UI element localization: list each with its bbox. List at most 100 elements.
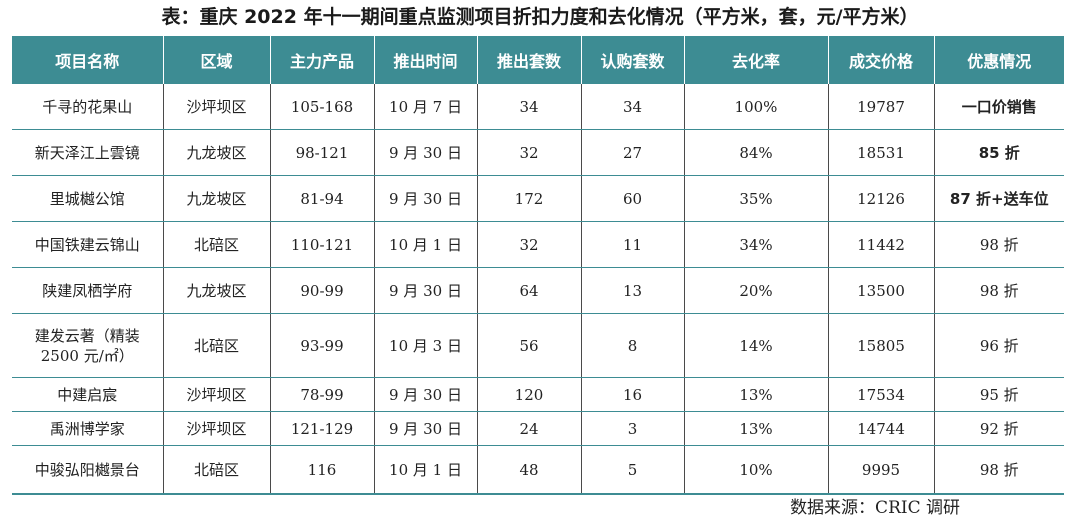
table-row: 新天泽江上雲镜 九龙坡区 98-121 9 月 30 日 32 27 84% 1…	[12, 129, 1064, 176]
header-cell-launch-date: 推出时间	[373, 36, 478, 84]
cell-price: 11442	[827, 221, 935, 268]
table-title: 表：重庆 2022 年十一期间重点监测项目折扣力度和去化情况（平方米，套，元/平…	[161, 6, 919, 28]
cell-price: 14744	[827, 411, 935, 446]
data-source-note: 数据来源：CRIC 调研	[790, 498, 960, 518]
header-cell-district: 区域	[162, 36, 271, 84]
cell-launched-units: 24	[476, 411, 582, 446]
cell-launch-date: 9 月 30 日	[373, 377, 478, 412]
cell-district: 沙坪坝区	[162, 377, 271, 412]
header-cell-launched-units: 推出套数	[476, 36, 582, 84]
cell-price: 9995	[827, 445, 935, 495]
header-cell-price: 成交价格	[827, 36, 935, 84]
cell-project-name: 千寻的花果山	[12, 84, 164, 130]
header-cell-discount: 优惠情况	[933, 36, 1064, 84]
cell-main-product: 110-121	[269, 221, 375, 268]
table-row: 中建启宸 沙坪坝区 78-99 9 月 30 日 120 16 13% 1753…	[12, 377, 1064, 412]
cell-price: 17534	[827, 377, 935, 412]
cell-discount: 92 折	[933, 411, 1064, 446]
cell-project-name: 中骏弘阳樾景台	[12, 445, 164, 495]
cell-launch-date: 10 月 1 日	[373, 445, 478, 495]
table-row: 建发云著（精装 2500 元/㎡） 北碚区 93-99 10 月 3 日 56 …	[12, 313, 1064, 378]
cell-launched-units: 34	[476, 84, 582, 130]
cell-project-name: 新天泽江上雲镜	[12, 129, 164, 176]
cell-sell-through: 34%	[683, 221, 829, 268]
cell-subscribed-units: 60	[580, 175, 685, 222]
cell-price: 13500	[827, 267, 935, 314]
cell-discount: 98 折	[933, 445, 1064, 495]
cell-district: 北碚区	[162, 313, 271, 378]
cell-discount: 96 折	[933, 313, 1064, 378]
cell-launch-date: 9 月 30 日	[373, 411, 478, 446]
cell-discount: 85 折	[933, 129, 1064, 176]
cell-launch-date: 10 月 3 日	[373, 313, 478, 378]
cell-district: 北碚区	[162, 445, 271, 495]
cell-main-product: 93-99	[269, 313, 375, 378]
cell-sell-through: 13%	[683, 411, 829, 446]
cell-project-name: 建发云著（精装 2500 元/㎡）	[12, 313, 164, 378]
cell-launch-date: 9 月 30 日	[373, 129, 478, 176]
cell-main-product: 90-99	[269, 267, 375, 314]
cell-district: 九龙坡区	[162, 267, 271, 314]
cell-sell-through: 14%	[683, 313, 829, 378]
cell-sell-through: 35%	[683, 175, 829, 222]
table-row: 千寻的花果山 沙坪坝区 105-168 10 月 7 日 34 34 100% …	[12, 84, 1064, 130]
cell-price: 19787	[827, 84, 935, 130]
cell-project-name: 中国铁建云锦山	[12, 221, 164, 268]
header-cell-sell-through: 去化率	[683, 36, 829, 84]
cell-launched-units: 48	[476, 445, 582, 495]
cell-project-name-line1: 建发云著（精装	[34, 326, 140, 345]
cell-project-name: 中建启宸	[12, 377, 164, 412]
cell-main-product: 78-99	[269, 377, 375, 412]
cell-main-product: 105-168	[269, 84, 375, 130]
cell-district: 沙坪坝区	[162, 411, 271, 446]
table-row: 里城樾公馆 九龙坡区 81-94 9 月 30 日 172 60 35% 121…	[12, 175, 1064, 222]
cell-launched-units: 32	[476, 221, 582, 268]
cell-sell-through: 20%	[683, 267, 829, 314]
cell-sell-through: 100%	[683, 84, 829, 130]
data-table: 项目名称 区域 主力产品 推出时间 推出套数 认购套数 去化率 成交价格 优惠情…	[12, 36, 1064, 495]
cell-subscribed-units: 13	[580, 267, 685, 314]
cell-main-product: 81-94	[269, 175, 375, 222]
cell-price: 18531	[827, 129, 935, 176]
cell-discount: 一口价销售	[933, 84, 1064, 130]
cell-discount: 98 折	[933, 221, 1064, 268]
cell-subscribed-units: 11	[580, 221, 685, 268]
cell-sell-through: 10%	[683, 445, 829, 495]
cell-project-name: 里城樾公馆	[12, 175, 164, 222]
cell-main-product: 116	[269, 445, 375, 495]
header-cell-main-product: 主力产品	[269, 36, 375, 84]
cell-project-name: 陕建凤栖学府	[12, 267, 164, 314]
cell-subscribed-units: 27	[580, 129, 685, 176]
cell-project-name-line2: 2500 元/㎡）	[40, 346, 134, 365]
cell-subscribed-units: 5	[580, 445, 685, 495]
cell-launch-date: 9 月 30 日	[373, 267, 478, 314]
cell-sell-through: 13%	[683, 377, 829, 412]
cell-subscribed-units: 16	[580, 377, 685, 412]
cell-launch-date: 9 月 30 日	[373, 175, 478, 222]
cell-district: 北碚区	[162, 221, 271, 268]
table-row: 中骏弘阳樾景台 北碚区 116 10 月 1 日 48 5 10% 9995 9…	[12, 445, 1064, 495]
cell-discount: 87 折+送车位	[933, 175, 1064, 222]
cell-subscribed-units: 8	[580, 313, 685, 378]
cell-launched-units: 172	[476, 175, 582, 222]
cell-subscribed-units: 34	[580, 84, 685, 130]
cell-price: 15805	[827, 313, 935, 378]
cell-main-product: 98-121	[269, 129, 375, 176]
cell-launch-date: 10 月 1 日	[373, 221, 478, 268]
cell-district: 九龙坡区	[162, 175, 271, 222]
cell-launch-date: 10 月 7 日	[373, 84, 478, 130]
cell-discount: 95 折	[933, 377, 1064, 412]
cell-subscribed-units: 3	[580, 411, 685, 446]
table-row: 中国铁建云锦山 北碚区 110-121 10 月 1 日 32 11 34% 1…	[12, 221, 1064, 268]
cell-sell-through: 84%	[683, 129, 829, 176]
cell-district: 九龙坡区	[162, 129, 271, 176]
table-row: 禹洲博学家 沙坪坝区 121-129 9 月 30 日 24 3 13% 147…	[12, 411, 1064, 446]
cell-launched-units: 56	[476, 313, 582, 378]
cell-launched-units: 120	[476, 377, 582, 412]
header-row: 项目名称 区域 主力产品 推出时间 推出套数 认购套数 去化率 成交价格 优惠情…	[12, 36, 1064, 84]
cell-launched-units: 64	[476, 267, 582, 314]
cell-launched-units: 32	[476, 129, 582, 176]
cell-price: 12126	[827, 175, 935, 222]
cell-discount: 98 折	[933, 267, 1064, 314]
cell-main-product: 121-129	[269, 411, 375, 446]
